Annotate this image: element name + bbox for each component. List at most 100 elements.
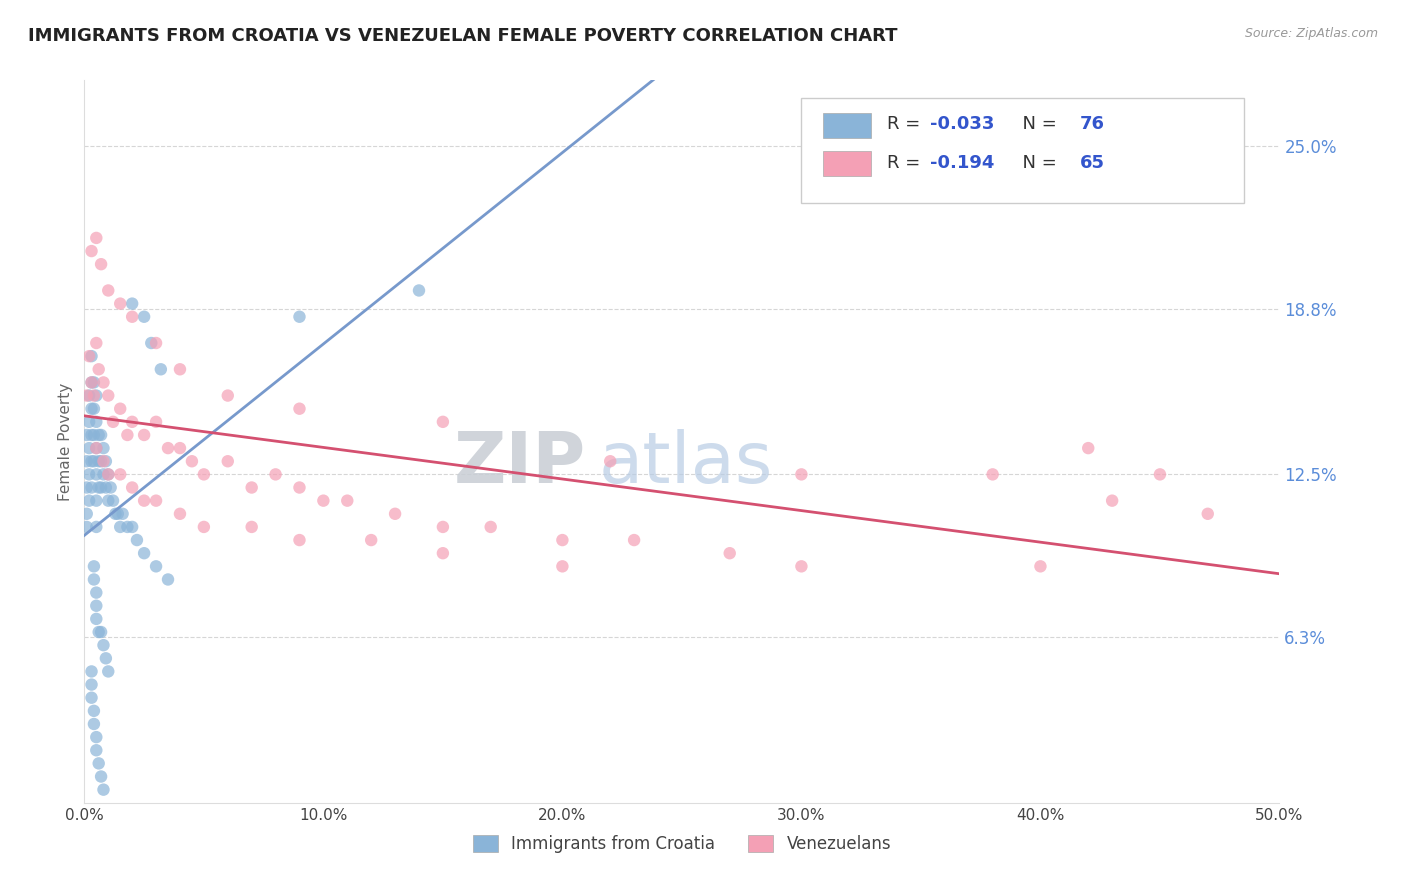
Point — [86, 415, 108, 429]
Point — [193, 520, 215, 534]
Point — [86, 493, 108, 508]
Point — [1149, 467, 1171, 482]
Point — [110, 520, 132, 534]
Point — [790, 559, 813, 574]
Point — [83, 388, 105, 402]
Point — [80, 665, 103, 679]
Point — [718, 546, 741, 560]
Point — [93, 467, 115, 482]
Point — [145, 336, 167, 351]
Point — [80, 481, 103, 495]
Point — [83, 573, 105, 587]
Point — [125, 533, 148, 547]
Point — [80, 349, 103, 363]
Point — [86, 336, 108, 351]
Point — [86, 441, 108, 455]
Point — [87, 481, 110, 495]
Point — [83, 376, 105, 390]
Point — [1077, 441, 1099, 455]
Point — [90, 454, 112, 468]
Point — [97, 665, 120, 679]
Point — [193, 467, 215, 482]
Point — [101, 415, 124, 429]
Text: N =: N = — [1011, 153, 1062, 171]
Legend: Immigrants from Croatia, Venezuelans: Immigrants from Croatia, Venezuelans — [465, 828, 898, 860]
Point — [97, 493, 120, 508]
Point — [83, 559, 105, 574]
Point — [360, 533, 382, 547]
Point — [551, 533, 574, 547]
Point — [86, 730, 108, 744]
Point — [90, 481, 112, 495]
Point — [107, 507, 129, 521]
Point — [288, 533, 311, 547]
Point — [790, 467, 813, 482]
Point — [86, 388, 108, 402]
Point — [312, 493, 335, 508]
Point — [80, 690, 103, 705]
Point — [141, 336, 163, 351]
Text: -0.033: -0.033 — [931, 115, 995, 133]
Point — [157, 441, 180, 455]
Point — [336, 493, 359, 508]
Point — [217, 388, 239, 402]
Point — [1029, 559, 1052, 574]
Point — [288, 481, 311, 495]
Point — [93, 638, 115, 652]
Point — [599, 454, 621, 468]
Point — [169, 507, 191, 521]
Text: R =: R = — [887, 115, 927, 133]
Text: R =: R = — [887, 153, 927, 171]
Point — [217, 454, 239, 468]
Point — [86, 599, 108, 613]
Point — [240, 481, 263, 495]
Point — [145, 559, 167, 574]
Point — [77, 388, 100, 402]
Point — [623, 533, 645, 547]
Point — [104, 507, 127, 521]
Point — [149, 362, 172, 376]
Point — [97, 284, 120, 298]
Point — [432, 546, 454, 560]
Point — [384, 507, 406, 521]
Point — [432, 415, 454, 429]
Point — [76, 454, 98, 468]
Point — [121, 415, 143, 429]
Point — [432, 520, 454, 534]
Point — [132, 493, 156, 508]
Y-axis label: Female Poverty: Female Poverty — [58, 383, 73, 500]
Point — [93, 454, 115, 468]
Point — [76, 481, 98, 495]
Point — [90, 625, 112, 640]
Point — [1101, 493, 1123, 508]
Point — [77, 415, 100, 429]
Point — [83, 717, 105, 731]
Point — [181, 454, 204, 468]
Point — [132, 428, 156, 442]
Point — [100, 481, 122, 495]
Point — [97, 467, 120, 482]
Point — [83, 704, 105, 718]
Point — [77, 441, 100, 455]
Point — [157, 573, 180, 587]
Point — [87, 454, 110, 468]
Point — [240, 520, 263, 534]
Point — [76, 520, 98, 534]
Text: ZIP: ZIP — [454, 429, 586, 498]
FancyBboxPatch shape — [823, 151, 870, 177]
Point — [169, 362, 191, 376]
Point — [87, 362, 110, 376]
Point — [86, 612, 108, 626]
Point — [77, 493, 100, 508]
Point — [1197, 507, 1219, 521]
Point — [288, 310, 311, 324]
FancyBboxPatch shape — [823, 112, 870, 138]
Point — [86, 743, 108, 757]
Point — [169, 441, 191, 455]
Point — [408, 284, 430, 298]
Text: atlas: atlas — [599, 429, 773, 498]
Point — [87, 756, 110, 771]
Text: IMMIGRANTS FROM CROATIA VS VENEZUELAN FEMALE POVERTY CORRELATION CHART: IMMIGRANTS FROM CROATIA VS VENEZUELAN FE… — [28, 27, 897, 45]
Point — [479, 520, 502, 534]
Point — [110, 296, 132, 310]
